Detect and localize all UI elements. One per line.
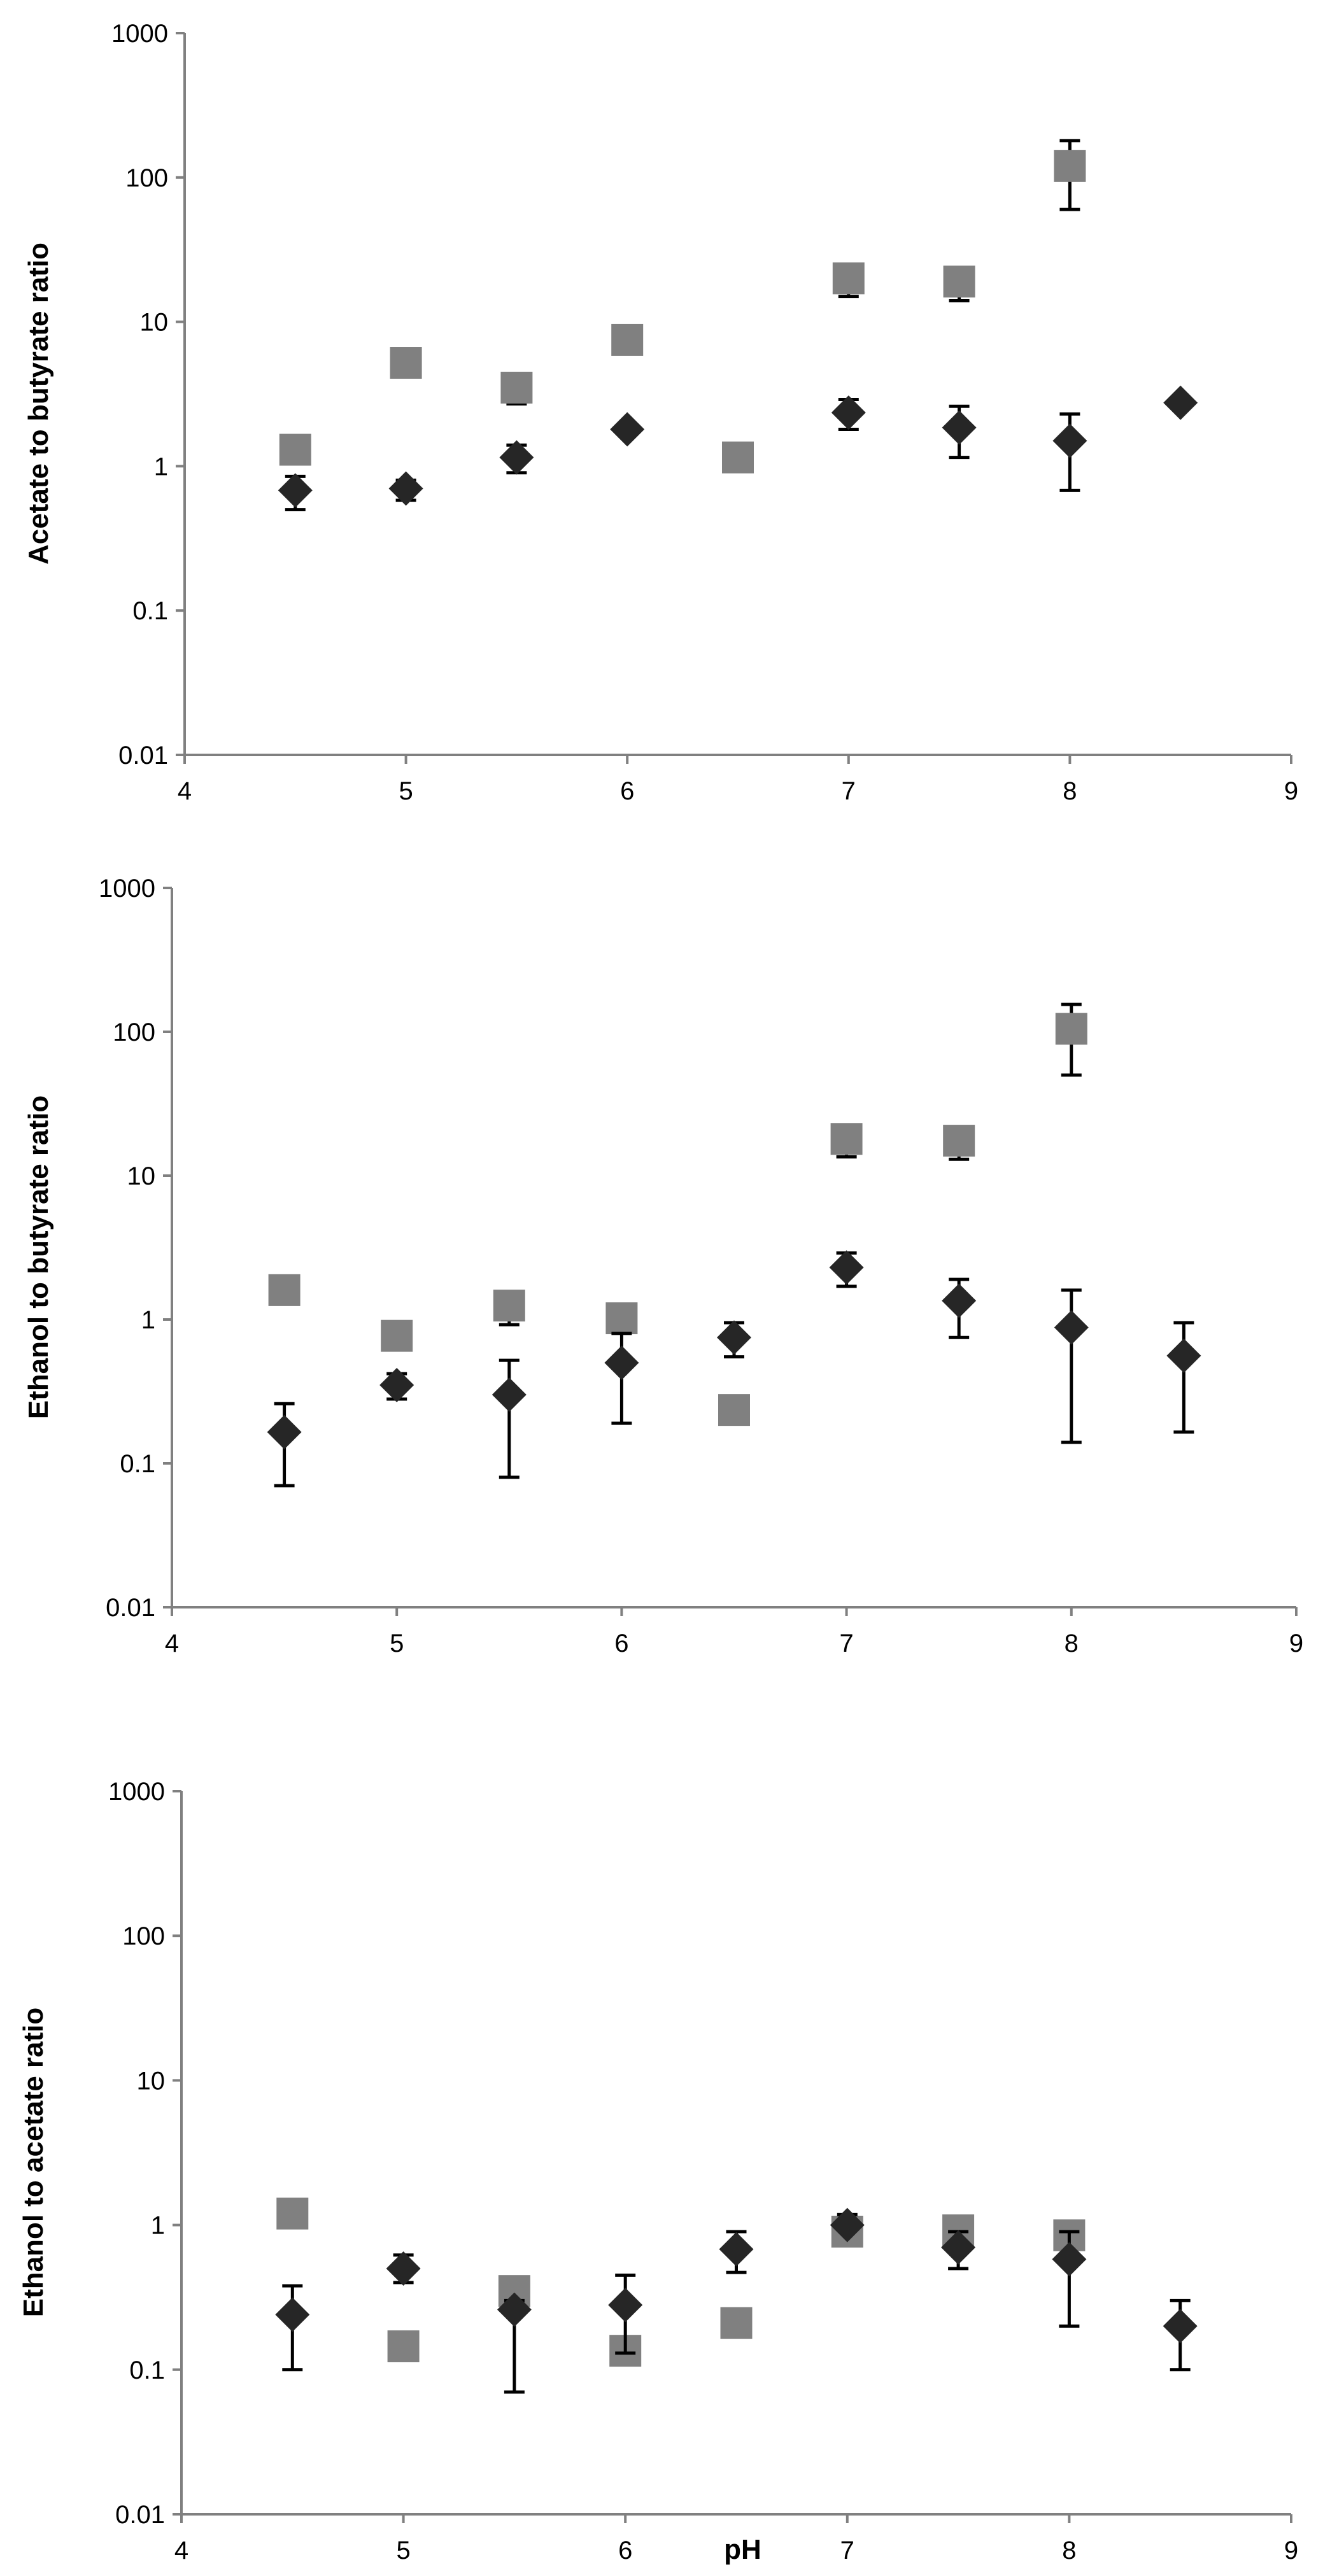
x-tick-label: 6 <box>618 2537 632 2565</box>
x-tick-label: 4 <box>165 1629 179 1658</box>
data-point-diamond <box>1163 2309 1198 2344</box>
x-tick-label: 9 <box>1284 777 1298 805</box>
x-tick-label: 8 <box>1065 1629 1079 1658</box>
data-point-square <box>718 1394 750 1426</box>
x-tick-label: 9 <box>1289 1629 1303 1658</box>
y-tick-label: 0.1 <box>129 2356 165 2384</box>
y-axis-title: Ethanol to acetate ratio <box>18 2008 49 2318</box>
data-point-diamond <box>719 2232 754 2267</box>
data-point-diamond <box>1052 423 1087 458</box>
data-point-square <box>500 372 533 404</box>
data-point-square <box>268 1274 301 1306</box>
x-tick-label: 9 <box>1284 2537 1298 2565</box>
data-point-diamond <box>1166 1338 1201 1373</box>
data-point-diamond <box>717 1320 751 1355</box>
x-tick-label: 5 <box>399 777 413 805</box>
y-tick-label: 100 <box>125 164 168 192</box>
data-point-square <box>832 262 865 295</box>
data-point-diamond <box>267 1414 302 1449</box>
y-tick-label: 1000 <box>111 20 168 48</box>
x-tick-label: 5 <box>396 2537 410 2565</box>
y-tick-label: 1 <box>151 2212 165 2240</box>
chart-panel-1: 0.01 0.1 1 10 100 1000 4 5 6 7 8 9 Acetate to butyra… <box>23 20 1298 805</box>
data-point-diamond <box>379 1368 414 1403</box>
data-point-diamond <box>942 1283 977 1318</box>
x-tick-label: 7 <box>839 1629 853 1658</box>
data-point-diamond <box>275 2297 310 2332</box>
data-point-diamond <box>1163 385 1198 420</box>
data-point-diamond <box>831 395 866 430</box>
series-diamond <box>278 385 1198 512</box>
data-point-diamond <box>499 440 534 475</box>
data-point-square <box>279 433 311 466</box>
data-point-square <box>1055 1013 1087 1045</box>
y-tick-label: 10 <box>127 1162 156 1190</box>
data-point-diamond <box>941 2230 976 2265</box>
data-point-diamond <box>829 1250 864 1285</box>
x-tick-label: 4 <box>178 777 192 805</box>
x-tick-label: 7 <box>842 777 856 805</box>
data-point-square <box>830 1123 863 1155</box>
data-point-square <box>722 441 754 474</box>
series-square <box>279 139 1086 474</box>
data-point-diamond <box>830 2207 865 2242</box>
data-point-square <box>605 1302 638 1335</box>
data-point-square <box>943 265 975 298</box>
y-tick-label: 0.01 <box>118 742 168 770</box>
y-tick-label: 1 <box>141 1306 155 1334</box>
data-point-diamond <box>492 1377 527 1412</box>
data-point-diamond <box>604 1346 639 1381</box>
data-point-square <box>390 347 422 379</box>
series-diamond <box>275 2207 1198 2394</box>
y-axis-title: Acetate to butyrate ratio <box>23 243 54 565</box>
data-point-square <box>387 2330 420 2363</box>
data-point-diamond <box>1054 1310 1089 1345</box>
data-point-square <box>720 2307 753 2339</box>
chart-panel-2: 0.01 0.1 1 10 100 1000 4 5 6 7 8 9 Ethanol to butyra… <box>23 875 1303 1658</box>
x-tick-label: 7 <box>840 2537 854 2565</box>
y-tick-label: 100 <box>113 1018 155 1046</box>
y-tick-label: 0.1 <box>132 597 168 625</box>
data-point-square <box>943 1125 975 1157</box>
data-point-diamond <box>497 2292 532 2327</box>
y-tick-label: 10 <box>137 2067 166 2095</box>
y-tick-label: 1000 <box>99 875 155 903</box>
x-tick-label: 6 <box>620 777 634 805</box>
series-square <box>268 1003 1087 1426</box>
y-tick-label: 1 <box>154 453 168 481</box>
y-tick-label: 10 <box>140 309 169 337</box>
data-point-square <box>493 1290 525 1322</box>
y-tick-label: 100 <box>122 1922 165 1950</box>
data-point-diamond <box>608 2288 643 2323</box>
data-point-diamond <box>1052 2242 1087 2277</box>
x-tick-label: 8 <box>1063 777 1077 805</box>
data-point-square <box>276 2197 309 2230</box>
data-point-diamond <box>386 2251 421 2286</box>
data-point-diamond <box>388 471 423 506</box>
x-tick-label: 6 <box>614 1629 628 1658</box>
data-point-square <box>1054 150 1086 182</box>
data-point-square <box>381 1320 413 1352</box>
data-point-diamond <box>278 473 313 508</box>
y-tick-label: 0.01 <box>115 2501 165 2529</box>
chart-panel-3: 0.01 0.1 1 10 100 1000 4 5 6 7 8 9 Ethanol to acetat… <box>18 1778 1298 2565</box>
y-tick-label: 1000 <box>108 1778 165 1806</box>
data-point-diamond <box>942 410 977 445</box>
data-point-square <box>611 323 644 356</box>
y-tick-label: 0.1 <box>120 1450 155 1478</box>
y-tick-label: 0.01 <box>106 1594 155 1622</box>
y-axis-title: Ethanol to butyrate ratio <box>23 1095 54 1419</box>
x-axis-title: pH <box>724 2534 761 2565</box>
data-point-diamond <box>610 412 645 447</box>
x-tick-label: 5 <box>390 1629 404 1658</box>
series-diamond <box>267 1250 1201 1488</box>
x-tick-label: 8 <box>1062 2537 1076 2565</box>
x-tick-label: 4 <box>174 2537 188 2565</box>
